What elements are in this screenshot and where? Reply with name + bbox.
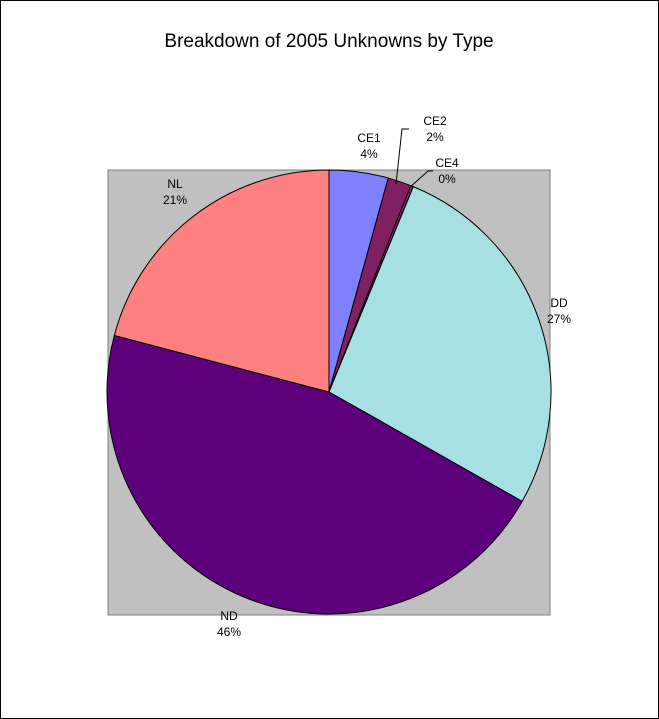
slice-name-ce1: CE1 <box>357 131 381 145</box>
slice-label-dd: DD 27% <box>547 296 571 326</box>
slice-name-dd: DD <box>550 296 568 310</box>
slice-label-ce2: CE2 2% <box>423 114 447 144</box>
leader-line-ce2 <box>395 128 409 185</box>
leader-line-ce4 <box>408 170 433 189</box>
slice-labels: CE1 4%CE2 2%CE4 0%DD 27%ND 46%NL 21% <box>163 114 571 639</box>
slice-percent-nl: 21% <box>163 193 187 207</box>
slice-percent-ce2: 2% <box>426 130 444 144</box>
pie-slice-dd <box>328 185 552 503</box>
slice-label-ce4: CE4 0% <box>435 156 459 186</box>
slice-name-ce4: CE4 <box>435 156 459 170</box>
slice-percent-ce4: 0% <box>438 172 456 186</box>
pie-slice-nl <box>113 169 330 393</box>
chart-title: Breakdown of 2005 Unknowns by Type <box>164 31 493 52</box>
slice-percent-dd: 27% <box>547 312 571 326</box>
slice-label-ce1: CE1 4% <box>357 131 381 161</box>
slice-percent-nd: 46% <box>217 625 241 639</box>
leader-lines <box>395 128 433 189</box>
slice-name-nd: ND <box>220 609 238 623</box>
slice-percent-ce1: 4% <box>360 147 378 161</box>
slice-name-ce2: CE2 <box>423 114 447 128</box>
slice-label-nl: NL 21% <box>163 177 187 207</box>
pie-slice-nd <box>106 334 523 615</box>
slice-name-nl: NL <box>167 177 183 191</box>
slice-label-nd: ND 46% <box>217 609 241 639</box>
pie-slices <box>106 169 552 615</box>
